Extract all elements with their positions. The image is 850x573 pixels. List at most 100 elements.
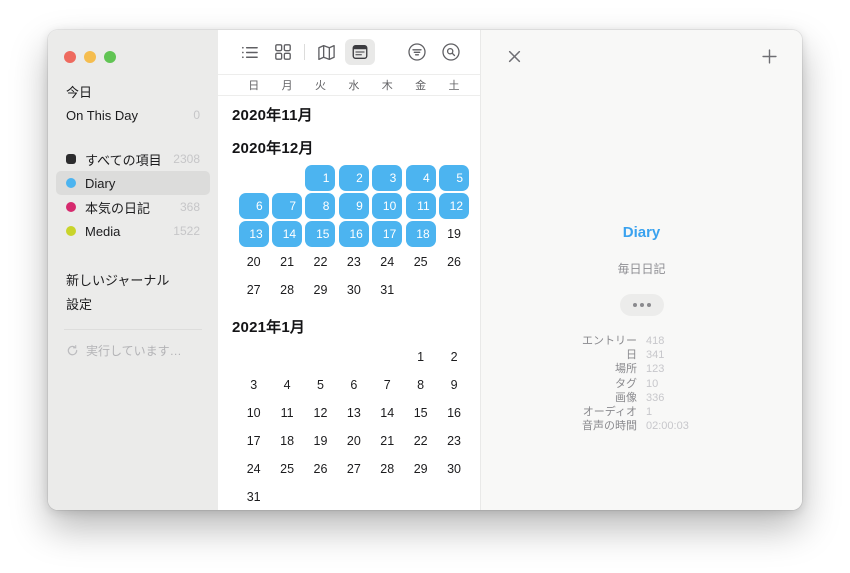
calendar-day[interactable]: 14 [380, 406, 395, 420]
calendar-day[interactable]: 4 [283, 378, 291, 392]
calendar-day[interactable]: 8 [417, 378, 425, 392]
calendar-day[interactable]: 12 [313, 406, 328, 420]
calendar-day[interactable]: 25 [280, 462, 295, 476]
calendar-cell [337, 483, 370, 510]
calendar-day-with-entries[interactable]: 10 [372, 193, 403, 219]
calendar-day[interactable]: 17 [246, 434, 261, 448]
calendar-day-with-entries[interactable]: 15 [305, 221, 336, 247]
calendar-day-with-entries[interactable]: 1 [305, 165, 336, 191]
calendar-day-with-entries[interactable]: 17 [372, 221, 403, 247]
calendar-day[interactable]: 27 [246, 283, 261, 297]
sidebar-item-today[interactable]: 今日 [56, 79, 210, 103]
sidebar-item-journal[interactable]: 本気の日記 368 [56, 195, 210, 219]
calendar-day-with-entries[interactable]: 14 [272, 221, 303, 247]
sidebar-item-journal[interactable]: すべての項目 2308 [56, 147, 210, 171]
calendar-day-with-entries[interactable]: 9 [338, 193, 369, 219]
sidebar-item-on-this-day[interactable]: On This Day 0 [56, 103, 210, 127]
calendar-cell: 4 [404, 164, 437, 192]
sidebar-item-journal[interactable]: Media 1522 [56, 219, 210, 243]
settings-button[interactable]: 設定 [56, 291, 210, 315]
close-panel-button[interactable] [503, 45, 525, 67]
calendar-day[interactable]: 9 [450, 378, 458, 392]
calendar-day[interactable]: 6 [350, 378, 358, 392]
list-view-button[interactable] [234, 39, 264, 65]
stat-value: 341 [646, 349, 665, 362]
calendar-day[interactable]: 22 [313, 255, 328, 269]
calendar-cell: 16 [337, 220, 370, 248]
calendar-day[interactable]: 24 [246, 462, 261, 476]
calendar-day-with-entries[interactable]: 2 [338, 165, 369, 191]
calendar-day[interactable]: 18 [280, 434, 295, 448]
sync-status-label: 実行しています… [86, 344, 182, 358]
calendar-day[interactable]: 28 [280, 283, 295, 297]
minimize-window-button[interactable] [84, 51, 96, 63]
calendar-day[interactable]: 10 [246, 406, 261, 420]
add-entry-button[interactable] [758, 45, 780, 67]
calendar-day[interactable]: 16 [447, 406, 461, 420]
calendar-day-with-entries[interactable]: 3 [372, 165, 403, 191]
calendar-day[interactable]: 5 [317, 378, 324, 392]
stat-row: オーディオ 1 [522, 405, 762, 419]
calendar-day-with-entries[interactable]: 11 [405, 193, 436, 219]
calendar-day[interactable]: 7 [383, 378, 391, 392]
more-options-button[interactable] [619, 294, 664, 316]
calendar-day-with-entries[interactable]: 6 [238, 193, 269, 219]
month-title: 2020年11月 [232, 107, 313, 124]
calendar-day[interactable]: 20 [246, 255, 261, 269]
journal-count-badge: 2308 [173, 152, 200, 166]
calendar-day[interactable]: 19 [313, 434, 328, 448]
calendar-day[interactable]: 3 [250, 378, 258, 392]
calendar-day[interactable]: 25 [413, 255, 428, 269]
close-icon [508, 50, 521, 63]
journal-count-badge: 368 [179, 200, 200, 214]
calendar-day[interactable]: 30 [447, 462, 461, 476]
calendar-day-with-entries[interactable]: 12 [439, 193, 470, 219]
calendar-day[interactable]: 29 [413, 462, 428, 476]
calendar-view-button[interactable] [345, 39, 375, 65]
calendar-day-with-entries[interactable]: 13 [238, 221, 269, 247]
filter-button[interactable] [402, 39, 432, 65]
weekday-label: 木 [381, 80, 393, 92]
calendar-day-with-entries[interactable]: 7 [272, 193, 303, 219]
journal-label: Media [85, 223, 121, 239]
calendar-day[interactable]: 21 [380, 434, 395, 448]
calendar-day-with-entries[interactable]: 4 [405, 165, 436, 191]
calendar-day[interactable]: 24 [380, 255, 395, 269]
calendar-day-with-entries[interactable]: 16 [338, 221, 369, 247]
zoom-window-button[interactable] [104, 51, 116, 63]
calendar-day-with-entries[interactable]: 18 [405, 221, 436, 247]
grid-view-button[interactable] [268, 39, 298, 65]
calendar-day[interactable]: 22 [413, 434, 428, 448]
calendar-day-with-entries[interactable]: 5 [439, 165, 470, 191]
calendar-day[interactable]: 11 [280, 406, 294, 420]
calendar-day[interactable]: 27 [346, 462, 361, 476]
journal-count-badge: 1522 [173, 224, 200, 238]
new-journal-button[interactable]: 新しいジャーナル [56, 267, 210, 291]
calendar-day[interactable]: 15 [413, 406, 428, 420]
weekday-label: 火 [314, 80, 326, 92]
calendar-day[interactable]: 30 [346, 283, 361, 297]
close-window-button[interactable] [64, 51, 76, 63]
calendar-day[interactable]: 31 [380, 283, 395, 297]
calendar-day[interactable]: 13 [346, 406, 361, 420]
calendar-day[interactable]: 21 [280, 255, 295, 269]
sidebar-item-journal[interactable]: Diary [56, 171, 210, 195]
calendar-day[interactable]: 2 [450, 350, 458, 364]
calendar-day[interactable]: 28 [380, 462, 395, 476]
journal-color-dot [66, 178, 76, 188]
calendar-day[interactable]: 20 [346, 434, 361, 448]
calendar-cell: 11 [270, 399, 303, 427]
calendar-day[interactable]: 29 [313, 283, 328, 297]
calendar-day-with-entries[interactable]: 8 [305, 193, 336, 219]
calendar-day[interactable]: 26 [447, 255, 461, 269]
calendar-day[interactable]: 26 [313, 462, 328, 476]
calendar-day[interactable]: 23 [346, 255, 361, 269]
calendar-cell: 25 [270, 455, 303, 483]
calendar-day[interactable]: 23 [447, 434, 461, 448]
map-view-button[interactable] [311, 39, 341, 65]
calendar-day[interactable]: 1 [417, 350, 425, 364]
calendar-day[interactable]: 19 [447, 227, 461, 241]
window-controls [48, 30, 218, 63]
calendar-day[interactable]: 31 [246, 490, 261, 504]
search-button[interactable] [436, 39, 466, 65]
